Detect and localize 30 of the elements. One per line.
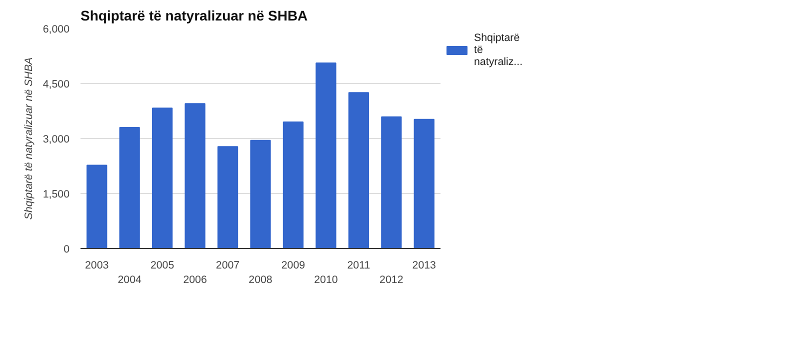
y-tick-label: 4,500: [42, 78, 70, 90]
bar: [250, 140, 271, 248]
y-axis-title: Shqiptarë të natyralizuar në SHBA: [22, 57, 35, 220]
y-tick-label: 0: [64, 244, 70, 256]
y-tick-label: 6,000: [42, 24, 70, 36]
x-tick-label: 2003: [85, 260, 109, 272]
bar: [348, 92, 369, 248]
x-tick-label: 2011: [347, 260, 370, 272]
x-tick-label: 2008: [248, 274, 272, 286]
bar: [217, 146, 238, 248]
x-tick-label: 2012: [380, 274, 404, 286]
x-tick-label: 2010: [314, 274, 338, 286]
bar: [381, 116, 402, 248]
bar: [282, 122, 304, 248]
x-tick-label: 2007: [216, 260, 240, 272]
chart-title: Shqiptarë të natyralizuar në SHBA: [80, 8, 308, 24]
bar: [316, 62, 336, 248]
x-tick-label: 2009: [281, 260, 306, 272]
bar: [86, 164, 108, 248]
y-tick-label: 1,500: [42, 188, 70, 200]
bar: [184, 103, 206, 248]
bar: [152, 108, 173, 248]
x-tick-label: 2006: [183, 274, 207, 286]
x-tick-label: 2005: [150, 260, 174, 272]
y-tick-label: 3,000: [42, 134, 70, 146]
bar: [414, 118, 434, 248]
x-tick-label: 2004: [118, 274, 142, 286]
bar: [119, 127, 140, 248]
x-tick-label: 2013: [412, 260, 436, 272]
legend-label: Shqiptarë të natyraliz...: [474, 32, 523, 68]
